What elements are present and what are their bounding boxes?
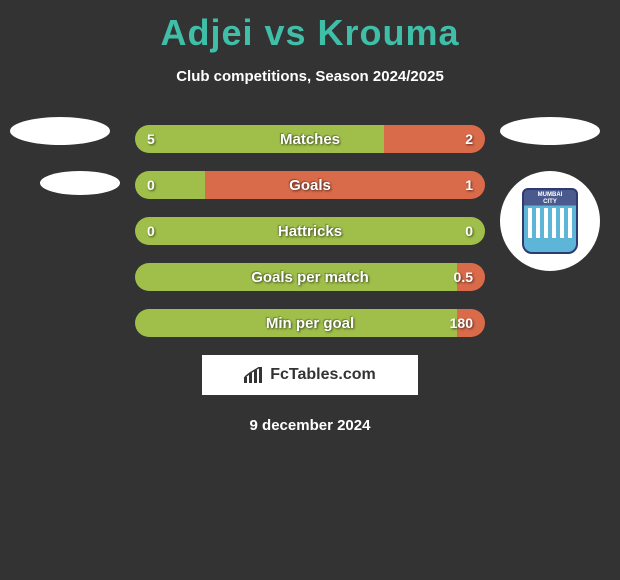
player-right-logos: MUMBAICITY (500, 117, 600, 271)
bar-row: Hattricks0 0 (135, 217, 485, 245)
bar-value-left: 5 (147, 131, 155, 147)
bar-value-right: 2 (465, 131, 473, 147)
comparison-chart: MUMBAICITY Matches52Goals01Hattricks00Go… (0, 125, 620, 337)
bar-label: Min per goal (135, 315, 485, 332)
bar-label: Goals (135, 177, 485, 194)
club-badge: MUMBAICITY (500, 171, 600, 271)
bar-value-right: 0 (465, 223, 473, 239)
bar-value-right: 180 (450, 315, 473, 331)
bar-row: Min per goal180 (135, 309, 485, 337)
bar-row: Goals0 1 (135, 171, 485, 199)
player-left-logos (10, 117, 120, 221)
page-title: Adjei vs Krouma (0, 0, 620, 54)
attribution-badge: FcTables.com (202, 355, 418, 395)
bar-value-left: 0 (147, 177, 155, 193)
bar-row: Goals per match0.5 (135, 263, 485, 291)
bar-label: Matches (135, 131, 485, 148)
shield-icon: MUMBAICITY (522, 188, 578, 254)
bar-value-right: 0.5 (454, 269, 473, 285)
logo-placeholder-icon (500, 117, 600, 145)
bar-value-right: 1 (465, 177, 473, 193)
bar-label: Hattricks (135, 223, 485, 240)
badge-text: MUMBAICITY (524, 192, 576, 206)
bar-label: Goals per match (135, 269, 485, 286)
logo-placeholder-icon (40, 171, 120, 195)
date-text: 9 december 2024 (0, 417, 620, 434)
subtitle: Club competitions, Season 2024/2025 (0, 68, 620, 85)
bar-value-left: 0 (147, 223, 155, 239)
logo-placeholder-icon (10, 117, 110, 145)
attribution-text: FcTables.com (270, 366, 376, 384)
bar-list: Matches52Goals01Hattricks00Goals per mat… (135, 125, 485, 337)
bar-row: Matches5 2 (135, 125, 485, 153)
chart-icon (244, 367, 264, 383)
